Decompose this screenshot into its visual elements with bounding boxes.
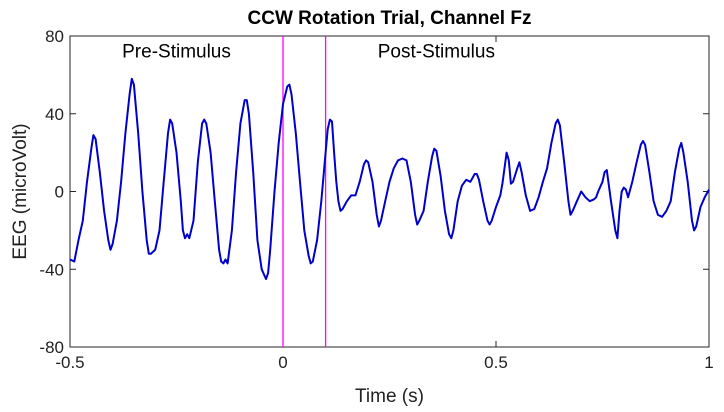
x-tick-label: 0 [278, 353, 287, 372]
x-tick-label: 0.5 [484, 353, 508, 372]
eeg-signal-line [69, 77, 710, 280]
y-tick-label: 0 [55, 183, 64, 202]
x-tick-label: 1 [704, 353, 713, 372]
annotation-label: Pre-Stimulus [122, 41, 231, 62]
y-tick-label: 80 [45, 27, 64, 46]
y-tick-label: -40 [39, 260, 64, 279]
y-tick-label: -80 [39, 338, 64, 357]
y-tick-label: 40 [45, 105, 64, 124]
x-tick-label: -0.5 [55, 353, 84, 372]
x-axis-label: Time (s) [355, 386, 424, 407]
plot-area: -0.5 0 0.5 1 -80 -40 0 40 80 Pre-Stimulus Post-Sti… [39, 27, 713, 372]
annotation-label: Post-Stimulus [378, 41, 495, 62]
chart-title: CCW Rotation Trial, Channel Fz [248, 8, 532, 29]
y-axis-label: EEG (microVolt) [10, 123, 31, 259]
plot-frame [69, 35, 710, 348]
